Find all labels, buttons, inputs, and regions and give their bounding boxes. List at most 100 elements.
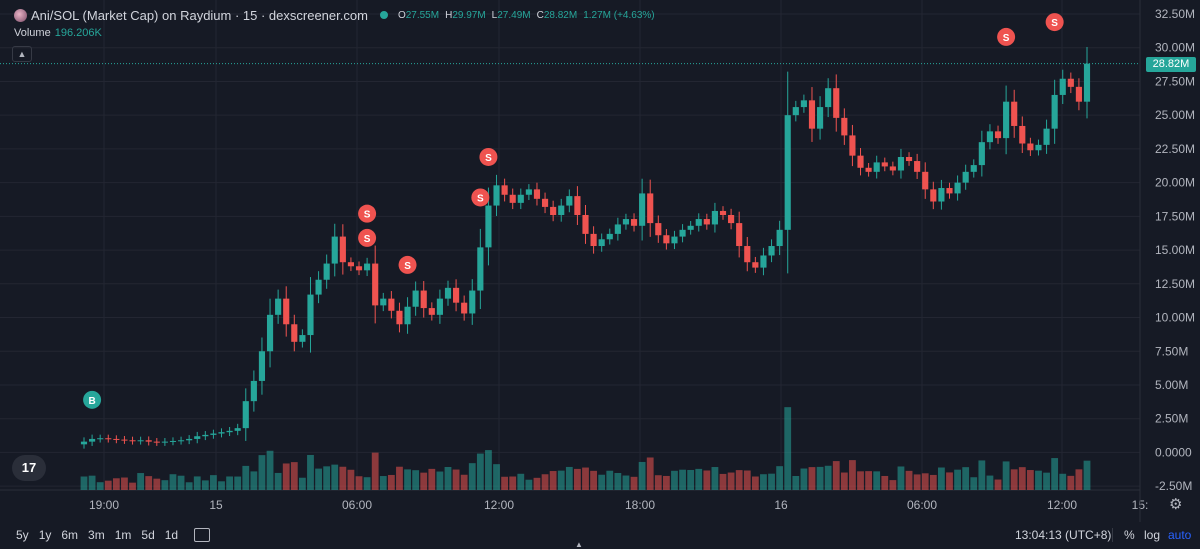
candle-body: [954, 182, 961, 194]
candle-body: [922, 171, 929, 190]
volume-bar: [509, 476, 517, 490]
volume-bar: [582, 467, 589, 490]
candle-body: [582, 215, 589, 234]
candle-body: [962, 171, 969, 183]
candle-body: [89, 438, 96, 442]
candle-body: [323, 263, 330, 280]
volume-bar: [185, 482, 193, 490]
volume-bar: [743, 470, 751, 490]
scroll-caret-icon[interactable]: ▲: [575, 540, 583, 549]
y-tick-label: 10.00M: [1155, 311, 1195, 325]
volume-bar: [1002, 461, 1010, 490]
volume-bar: [598, 474, 606, 490]
y-tick-label: 7.50M: [1155, 344, 1188, 358]
last-price-tag: 28.82M: [1146, 57, 1196, 72]
sell-marker: [471, 188, 490, 207]
candle-body: [242, 401, 249, 429]
volume-bar: [201, 480, 209, 490]
candle-body: [299, 335, 306, 342]
x-tick-label: 15: [209, 498, 223, 512]
candle-body: [493, 185, 500, 206]
candle-body: [388, 298, 395, 311]
candle-body: [1067, 78, 1074, 87]
candle-body: [307, 294, 314, 336]
percent-scale-button[interactable]: %: [1124, 527, 1135, 542]
sell-marker-label: S: [364, 234, 371, 245]
volume-bar: [549, 471, 557, 490]
candle-body: [177, 440, 185, 442]
volume-label: Volume: [14, 27, 51, 39]
volume-bar: [274, 472, 282, 490]
range-1y-button[interactable]: 1y: [38, 527, 52, 542]
volume-bar: [452, 469, 460, 490]
candle-body: [784, 115, 791, 230]
volume-bar: [671, 470, 678, 490]
candle-body: [671, 236, 678, 244]
y-tick-label: 20.00M: [1155, 176, 1195, 190]
volume-bar: [137, 473, 145, 490]
volume-bar: [873, 471, 881, 490]
range-3m-button[interactable]: 3m: [88, 527, 105, 542]
volume-bar: [646, 457, 654, 490]
log-scale-button[interactable]: log: [1144, 527, 1161, 542]
volume-bar: [792, 475, 800, 490]
volume-bar: [396, 466, 403, 490]
volume-bar: [96, 482, 104, 490]
volume-bar: [1083, 460, 1091, 490]
range-5y-button[interactable]: 5y: [16, 527, 29, 542]
sell-marker: [1045, 13, 1064, 32]
volume-bar: [994, 479, 1002, 490]
volume-bar: [840, 472, 848, 490]
candle-body: [695, 219, 702, 226]
candle-body: [283, 298, 290, 325]
volume-bar: [622, 475, 630, 490]
candle-body: [914, 161, 921, 172]
price-chart[interactable]: 32.50M 30.00M 27.50M 25.00M 22.50M 20.00M 17.5…: [0, 0, 1200, 522]
candle-body: [153, 441, 160, 443]
candle-body: [768, 246, 775, 256]
volume-bar: [485, 450, 492, 490]
candle-body: [719, 210, 727, 216]
volume-bar: [1067, 475, 1075, 490]
buy-marker-label: B: [88, 396, 95, 407]
volume-bar: [282, 463, 290, 490]
y-tick-label: 12.50M: [1155, 277, 1195, 291]
candle-body: [396, 310, 403, 325]
volume-bar: [574, 468, 581, 490]
volume-bar: [986, 475, 994, 490]
sell-marker-label: S: [404, 261, 411, 272]
volume-bar: [121, 477, 128, 490]
candle-body: [1083, 63, 1091, 102]
candle-body: [420, 290, 427, 309]
range-6m-button[interactable]: 6m: [61, 527, 79, 542]
candle-body: [461, 302, 468, 314]
collapse-legend-button[interactable]: ▲: [12, 46, 32, 62]
candle-body: [275, 298, 282, 315]
candle-body: [614, 224, 621, 234]
volume-bar: [929, 474, 937, 490]
volume-bar: [460, 474, 468, 490]
y-tick-label: 25.00M: [1155, 108, 1195, 122]
volume-bar: [1059, 473, 1067, 490]
candle-body: [1011, 101, 1018, 126]
candle-body: [663, 235, 670, 244]
buy-marker: [83, 390, 102, 409]
range-1m-button[interactable]: 1m: [114, 527, 132, 542]
volume-bar: [816, 466, 824, 490]
range-1d-button[interactable]: 1d: [164, 527, 179, 542]
settings-gear-icon[interactable]: ⚙: [1169, 496, 1183, 513]
candle-body: [1035, 144, 1042, 151]
y-tick-label: 15.00M: [1155, 243, 1195, 257]
volume-bar: [541, 474, 549, 490]
volume-bar: [420, 472, 428, 490]
calendar-icon[interactable]: [194, 527, 211, 542]
tradingview-logo-icon[interactable]: 17: [12, 455, 46, 481]
utc-clock[interactable]: 13:04:13 (UTC+8): [1015, 527, 1112, 542]
chart-title: Ani/SOL (Market Cap) on Raydium · 15 · d…: [31, 7, 368, 23]
candle-body: [169, 440, 177, 442]
candle-body: [372, 263, 379, 306]
volume-bar: [258, 455, 266, 490]
auto-scale-button[interactable]: auto: [1168, 527, 1192, 542]
range-5d-button[interactable]: 5d: [141, 527, 155, 542]
bottom-toolbar: 5y 1y 6m 3m 1m 5d 1d 13:04:13 (UTC+8) % …: [0, 522, 1200, 547]
